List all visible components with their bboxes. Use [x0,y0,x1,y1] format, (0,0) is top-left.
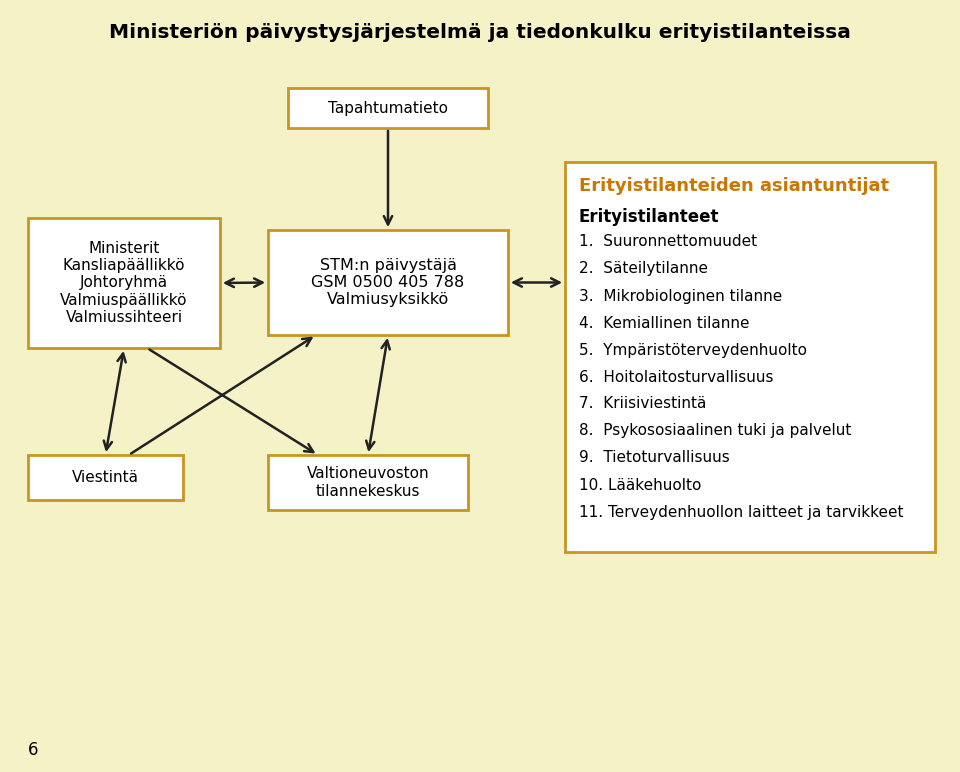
FancyBboxPatch shape [268,455,468,510]
FancyBboxPatch shape [28,455,183,500]
Text: 3.  Mikrobiologinen tilanne: 3. Mikrobiologinen tilanne [579,289,782,303]
Text: 5.  Ympäristöterveydenhuolto: 5. Ympäristöterveydenhuolto [579,343,807,357]
Text: Tapahtumatieto: Tapahtumatieto [328,100,448,116]
Text: 7.  Kriisiviestintä: 7. Kriisiviestintä [579,397,707,411]
Text: 2.  Säteilytilanne: 2. Säteilytilanne [579,262,708,276]
Text: Erityistilanteiden asiantuntijat: Erityistilanteiden asiantuntijat [579,177,889,195]
Text: 1.  Suuronnettomuudet: 1. Suuronnettomuudet [579,235,757,249]
Text: 4.  Kemiallinen tilanne: 4. Kemiallinen tilanne [579,316,750,330]
FancyBboxPatch shape [28,218,220,348]
FancyBboxPatch shape [288,88,488,128]
Text: 6: 6 [28,741,38,759]
FancyBboxPatch shape [565,162,935,552]
Text: 8.  Psykososiaalinen tuki ja palvelut: 8. Psykososiaalinen tuki ja palvelut [579,424,852,438]
Text: Ministeriön päivystysjärjestelmä ja tiedonkulku erityistilanteissa: Ministeriön päivystysjärjestelmä ja tied… [109,22,851,42]
Text: Viestintä: Viestintä [72,470,139,485]
Text: Valtioneuvoston
tilannekeskus: Valtioneuvoston tilannekeskus [306,466,429,499]
FancyBboxPatch shape [268,230,508,335]
Text: 9.  Tietoturvallisuus: 9. Tietoturvallisuus [579,451,730,466]
Text: Erityistilanteet: Erityistilanteet [579,208,719,226]
Text: STM:n päivystäjä
GSM 0500 405 788
Valmiusyksikkö: STM:n päivystäjä GSM 0500 405 788 Valmiu… [311,258,465,307]
Text: Ministerit
Kansliapäällikkö
Johtoryhmä
Valmiuspäällikkö
Valmiussihteeri: Ministerit Kansliapäällikkö Johtoryhmä V… [60,241,188,325]
Text: 11. Terveydenhuollon laitteet ja tarvikkeet: 11. Terveydenhuollon laitteet ja tarvikk… [579,504,903,520]
Text: 10. Lääkehuolto: 10. Lääkehuolto [579,478,702,493]
Text: 6.  Hoitolaitosturvallisuus: 6. Hoitolaitosturvallisuus [579,370,774,384]
